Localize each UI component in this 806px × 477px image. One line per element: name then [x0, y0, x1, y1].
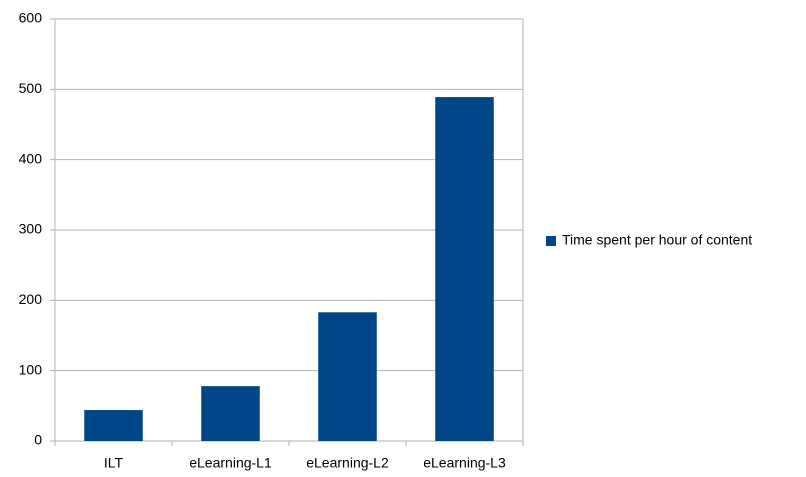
y-tick-label: 0	[34, 432, 42, 448]
y-tick-label: 600	[19, 10, 43, 26]
bar	[84, 410, 143, 441]
x-tick-label: eLearning-L1	[189, 455, 272, 471]
x-tick-label: ILT	[104, 455, 124, 471]
bar	[435, 97, 494, 441]
y-tick-label: 200	[19, 291, 43, 307]
y-tick-label: 100	[19, 361, 43, 377]
bar	[201, 386, 260, 441]
y-tick-label: 500	[19, 80, 43, 96]
legend-swatch	[546, 236, 556, 246]
x-tick-label: eLearning-L2	[306, 455, 389, 471]
x-tick-label: eLearning-L3	[423, 455, 506, 471]
legend-label: Time spent per hour of content	[562, 232, 752, 248]
y-tick-label: 400	[19, 150, 43, 166]
bar	[318, 312, 377, 441]
y-tick-label: 300	[19, 221, 43, 237]
